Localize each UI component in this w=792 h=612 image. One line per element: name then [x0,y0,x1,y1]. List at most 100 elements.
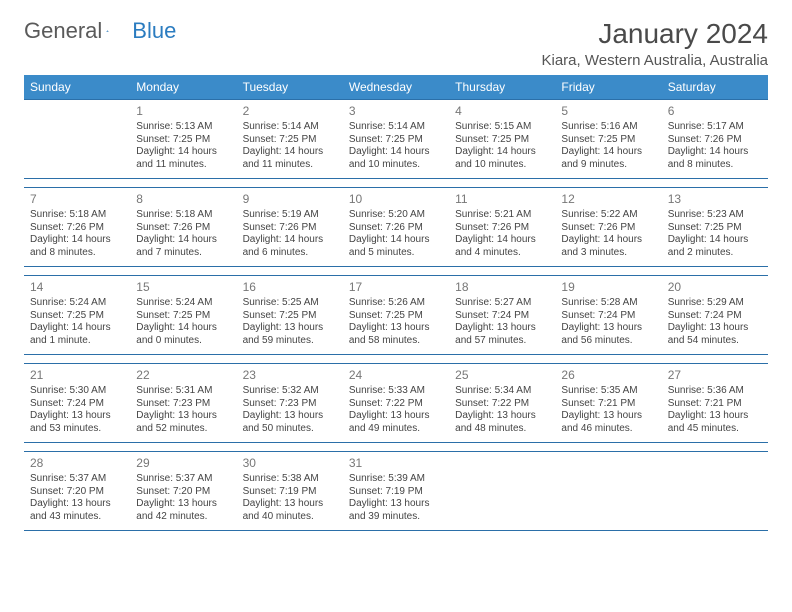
sunrise-text: Sunrise: 5:16 AM [561,121,655,134]
sunrise-text: Sunrise: 5:37 AM [30,473,124,486]
daylight-text: Daylight: 14 hours [30,234,124,247]
day-label: Thursday [449,75,555,99]
daylight-text: and 43 minutes. [30,511,124,524]
sunset-text: Sunset: 7:23 PM [136,398,230,411]
day-cell: 7Sunrise: 5:18 AMSunset: 7:26 PMDaylight… [24,188,130,266]
daylight-text: Daylight: 13 hours [561,410,655,423]
daylight-text: Daylight: 14 hours [349,146,443,159]
day-number: 23 [243,368,337,383]
day-number: 19 [561,280,655,295]
daylight-text: and 39 minutes. [349,511,443,524]
day-number: 21 [30,368,124,383]
daylight-text: and 10 minutes. [349,159,443,172]
day-label: Tuesday [237,75,343,99]
sunset-text: Sunset: 7:25 PM [668,222,762,235]
daylight-text: and 56 minutes. [561,335,655,348]
sunset-text: Sunset: 7:25 PM [243,134,337,147]
daylight-text: and 11 minutes. [243,159,337,172]
day-label: Monday [130,75,236,99]
sunset-text: Sunset: 7:25 PM [349,134,443,147]
daylight-text: and 7 minutes. [136,247,230,260]
daylight-text: Daylight: 14 hours [136,234,230,247]
day-number: 2 [243,104,337,119]
sunset-text: Sunset: 7:26 PM [243,222,337,235]
sunset-text: Sunset: 7:19 PM [349,486,443,499]
day-cell: 4Sunrise: 5:15 AMSunset: 7:25 PMDaylight… [449,100,555,178]
day-number: 11 [455,192,549,207]
daylight-text: Daylight: 13 hours [30,498,124,511]
sunset-text: Sunset: 7:25 PM [136,134,230,147]
day-header-row: SundayMondayTuesdayWednesdayThursdayFrid… [24,75,768,99]
day-number: 13 [668,192,762,207]
daylight-text: Daylight: 13 hours [243,410,337,423]
daylight-text: Daylight: 14 hours [349,234,443,247]
brand-part1: General [24,18,102,44]
daylight-text: Daylight: 14 hours [30,322,124,335]
day-number: 24 [349,368,443,383]
daylight-text: Daylight: 13 hours [30,410,124,423]
daylight-text: and 42 minutes. [136,511,230,524]
day-cell: 9Sunrise: 5:19 AMSunset: 7:26 PMDaylight… [237,188,343,266]
daylight-text: and 52 minutes. [136,423,230,436]
day-cell: 6Sunrise: 5:17 AMSunset: 7:26 PMDaylight… [662,100,768,178]
sunset-text: Sunset: 7:20 PM [136,486,230,499]
daylight-text: Daylight: 14 hours [561,234,655,247]
daylight-text: Daylight: 13 hours [136,410,230,423]
day-cell: 31Sunrise: 5:39 AMSunset: 7:19 PMDayligh… [343,452,449,530]
day-number: 20 [668,280,762,295]
daylight-text: Daylight: 14 hours [455,146,549,159]
daylight-text: and 10 minutes. [455,159,549,172]
day-number: 28 [30,456,124,471]
logo: General Blue [24,18,176,44]
calendar: SundayMondayTuesdayWednesdayThursdayFrid… [24,75,768,531]
week-row: 14Sunrise: 5:24 AMSunset: 7:25 PMDayligh… [24,275,768,355]
daylight-text: and 46 minutes. [561,423,655,436]
sunrise-text: Sunrise: 5:32 AM [243,385,337,398]
sunset-text: Sunset: 7:22 PM [349,398,443,411]
day-cell [24,100,130,178]
sunrise-text: Sunrise: 5:23 AM [668,209,762,222]
sunset-text: Sunset: 7:26 PM [136,222,230,235]
day-label: Sunday [24,75,130,99]
daylight-text: Daylight: 13 hours [243,498,337,511]
day-cell: 15Sunrise: 5:24 AMSunset: 7:25 PMDayligh… [130,276,236,354]
daylight-text: Daylight: 14 hours [243,234,337,247]
sunset-text: Sunset: 7:23 PM [243,398,337,411]
sunset-text: Sunset: 7:26 PM [349,222,443,235]
daylight-text: and 6 minutes. [243,247,337,260]
day-number: 16 [243,280,337,295]
daylight-text: and 3 minutes. [561,247,655,260]
day-number: 6 [668,104,762,119]
day-cell: 27Sunrise: 5:36 AMSunset: 7:21 PMDayligh… [662,364,768,442]
sunrise-text: Sunrise: 5:19 AM [243,209,337,222]
day-cell: 17Sunrise: 5:26 AMSunset: 7:25 PMDayligh… [343,276,449,354]
sunset-text: Sunset: 7:25 PM [136,310,230,323]
sunrise-text: Sunrise: 5:37 AM [136,473,230,486]
day-number: 29 [136,456,230,471]
day-number: 17 [349,280,443,295]
logo-sail-icon [106,22,109,40]
sunrise-text: Sunrise: 5:29 AM [668,297,762,310]
day-number: 3 [349,104,443,119]
day-cell: 30Sunrise: 5:38 AMSunset: 7:19 PMDayligh… [237,452,343,530]
day-number: 1 [136,104,230,119]
sunrise-text: Sunrise: 5:22 AM [561,209,655,222]
week-row: 28Sunrise: 5:37 AMSunset: 7:20 PMDayligh… [24,451,768,531]
daylight-text: and 45 minutes. [668,423,762,436]
daylight-text: Daylight: 13 hours [243,322,337,335]
day-cell: 26Sunrise: 5:35 AMSunset: 7:21 PMDayligh… [555,364,661,442]
day-label: Saturday [662,75,768,99]
day-number: 10 [349,192,443,207]
daylight-text: Daylight: 13 hours [136,498,230,511]
day-cell: 5Sunrise: 5:16 AMSunset: 7:25 PMDaylight… [555,100,661,178]
day-cell: 3Sunrise: 5:14 AMSunset: 7:25 PMDaylight… [343,100,449,178]
daylight-text: and 1 minute. [30,335,124,348]
day-label: Friday [555,75,661,99]
sunset-text: Sunset: 7:24 PM [30,398,124,411]
day-cell: 25Sunrise: 5:34 AMSunset: 7:22 PMDayligh… [449,364,555,442]
sunset-text: Sunset: 7:25 PM [561,134,655,147]
sunset-text: Sunset: 7:26 PM [561,222,655,235]
sunset-text: Sunset: 7:22 PM [455,398,549,411]
daylight-text: and 8 minutes. [30,247,124,260]
sunrise-text: Sunrise: 5:24 AM [136,297,230,310]
